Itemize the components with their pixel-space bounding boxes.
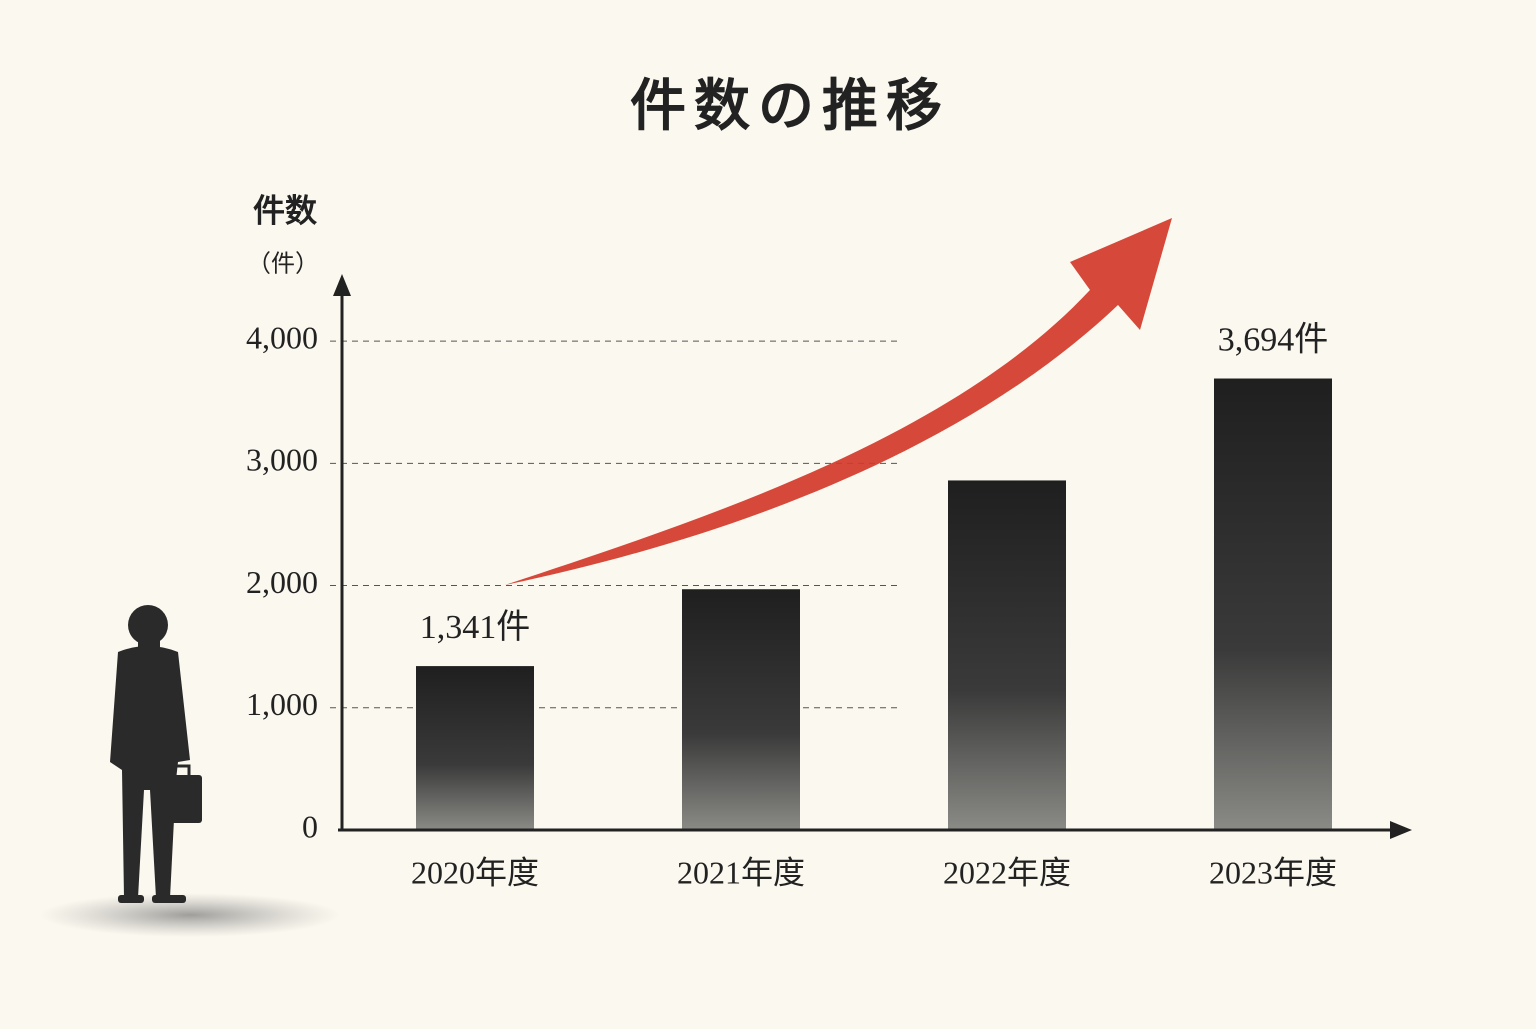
y-axis-unit: （件） (247, 251, 319, 278)
y-tick-label: 2,000 (246, 564, 318, 600)
bar (416, 666, 534, 830)
bar (1214, 378, 1332, 830)
x-tick-label: 2020年度 (411, 854, 539, 890)
x-tick-label: 2021年度 (677, 854, 805, 890)
x-axis-arrow (1390, 821, 1412, 839)
x-tick-label: 2023年度 (1209, 854, 1337, 890)
y-tick-label: 4,000 (246, 319, 318, 355)
bar (682, 589, 800, 830)
trend-arrow (505, 218, 1172, 585)
x-tick-label: 2022年度 (943, 854, 1071, 890)
y-tick-label: 1,000 (246, 686, 318, 722)
y-tick-label: 0 (302, 808, 318, 844)
y-tick-label: 3,000 (246, 442, 318, 478)
y-axis-arrow (333, 274, 351, 296)
chart-title: 件数の推移 (630, 76, 950, 138)
value-label: 1,341件 (420, 609, 531, 646)
person-illustration (40, 605, 340, 937)
value-label: 3,694件 (1218, 321, 1329, 358)
bar (948, 480, 1066, 830)
y-axis-label: 件数 (253, 192, 318, 228)
